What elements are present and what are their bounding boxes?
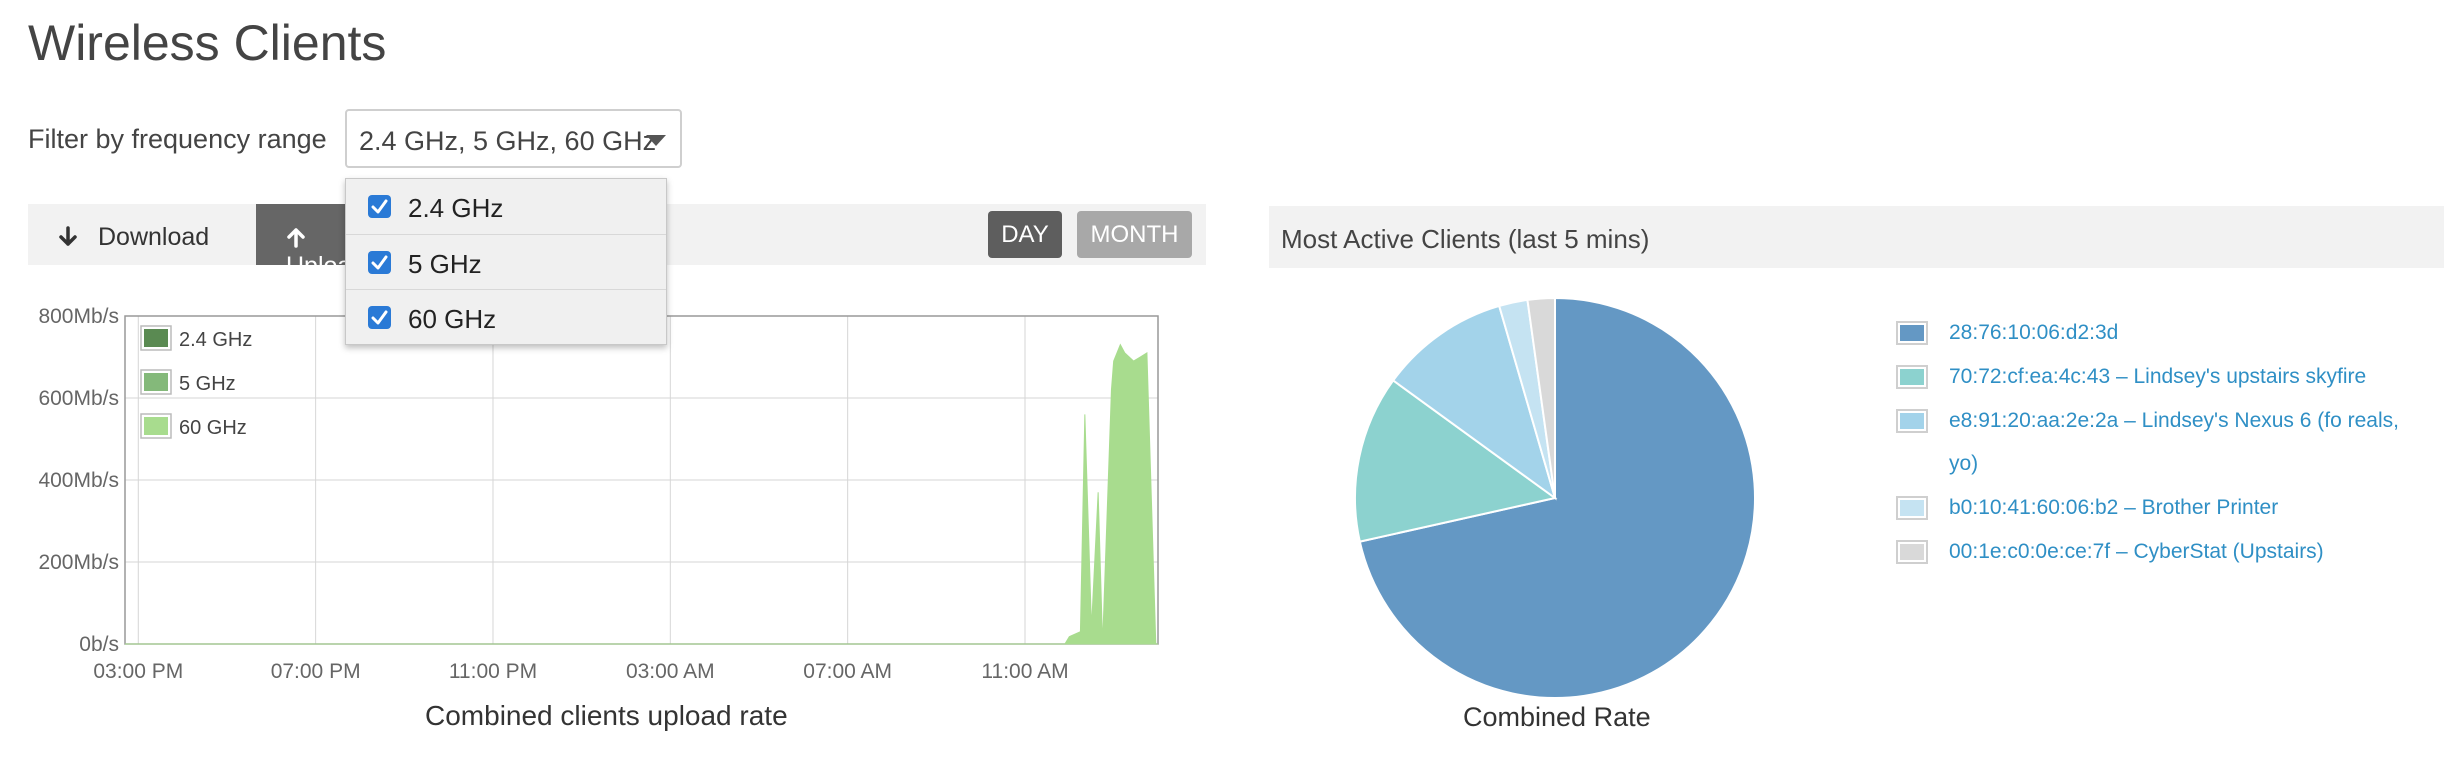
combined-rate-pie-chart xyxy=(1354,296,1756,699)
pie-slice-0[interactable] xyxy=(1358,296,1756,699)
chart-caption: Combined clients upload rate xyxy=(425,700,788,731)
x-tick-label: 03:00 AM xyxy=(626,660,715,683)
legend-swatch xyxy=(1896,409,1928,433)
option-label: 60 GHz xyxy=(408,304,497,334)
pie-legend-item[interactable]: b0:10:41:60:06:b2 – Brother Printer xyxy=(1896,486,2417,529)
most-active-header: Most Active Clients (last 5 mins) xyxy=(1269,206,2444,268)
x-tick-label: 07:00 PM xyxy=(271,660,361,683)
y-tick-label: 0b/s xyxy=(79,633,119,656)
x-tick-label: 11:00 AM xyxy=(981,660,1068,683)
option-2-4-ghz[interactable]: 2.4 GHz xyxy=(346,179,666,233)
legend-swatch xyxy=(1896,540,1928,564)
arrow-up-icon xyxy=(287,228,305,248)
filter-label: Filter by frequency range xyxy=(28,124,327,154)
pie-legend-label[interactable]: b0:10:41:60:06:b2 – Brother Printer xyxy=(1949,496,2279,519)
chevron-down-icon[interactable] xyxy=(646,135,666,146)
legend-swatch xyxy=(1896,321,1928,345)
upload-rate-chart: 03:00 PM 07:00 PM 11:00 PM 03:00 AM 07:00 AM… xyxy=(38,305,1159,683)
pie-slice-1[interactable] xyxy=(1354,379,1558,543)
checkbox-checked-icon[interactable] xyxy=(368,306,391,329)
day-button[interactable]: DAY xyxy=(988,211,1062,258)
x-tick-label: 03:00 PM xyxy=(93,660,183,683)
checkbox-checked-icon[interactable] xyxy=(368,251,391,274)
series-area-2 xyxy=(125,343,1158,645)
option-5-ghz[interactable]: 5 GHz xyxy=(346,234,666,288)
legend-swatch xyxy=(1896,496,1928,520)
pie-caption: Combined Rate xyxy=(1463,702,1651,732)
pie-legend-item[interactable]: 00:1e:c0:0e:ce:7f – CyberStat (Upstairs) xyxy=(1896,530,2417,573)
pie-legend-item[interactable]: 70:72:cf:ea:4c:43 – Lindsey's upstairs s… xyxy=(1896,355,2417,398)
month-button[interactable]: MONTH xyxy=(1077,211,1192,258)
arrow-down-icon xyxy=(59,226,77,246)
frequency-dropdown-menu: 2.4 GHz 5 GHz 60 GHz xyxy=(345,178,667,345)
pie-legend-item[interactable]: 28:76:10:06:d2:3d xyxy=(1896,311,2417,354)
y-tick-label: 800Mb/s xyxy=(38,305,119,328)
pie-legend-label[interactable]: e8:91:20:aa:2e:2a – Lindsey's Nexus 6 (f… xyxy=(1949,409,2399,475)
legend-swatch xyxy=(144,329,168,347)
frequency-filter-select[interactable]: 2.4 GHz, 5 GHz, 60 GHz xyxy=(345,109,682,168)
x-tick-label: 07:00 AM xyxy=(803,660,892,683)
legend-swatch xyxy=(1896,365,1928,389)
legend-label: 60 GHz xyxy=(179,417,247,439)
most-active-title: Most Active Clients (last 5 mins) xyxy=(1281,224,1650,254)
pie-legend-label[interactable]: 70:72:cf:ea:4c:43 – Lindsey's upstairs s… xyxy=(1949,365,2367,388)
option-label: 5 GHz xyxy=(408,249,482,279)
option-60-ghz[interactable]: 60 GHz xyxy=(346,289,666,343)
legend-swatch xyxy=(144,373,168,391)
option-label: 2.4 GHz xyxy=(408,193,504,223)
pie-legend-label[interactable]: 28:76:10:06:d2:3d xyxy=(1949,321,2119,344)
y-tick-label: 400Mb/s xyxy=(38,469,119,492)
tab-download-label: Download xyxy=(98,223,210,251)
checkbox-checked-icon[interactable] xyxy=(368,195,391,218)
legend-label: 5 GHz xyxy=(179,373,236,395)
x-tick-label: 11:00 PM xyxy=(449,660,537,683)
pie-legend-label[interactable]: 00:1e:c0:0e:ce:7f – CyberStat (Upstairs) xyxy=(1949,540,2324,563)
filter-selected-value: 2.4 GHz, 5 GHz, 60 GHz xyxy=(359,126,657,156)
y-tick-label: 600Mb/s xyxy=(38,387,119,410)
legend-swatch xyxy=(144,417,168,435)
pie-slice-4[interactable] xyxy=(1526,296,1556,499)
tab-download[interactable]: Download xyxy=(28,204,256,265)
pie-slice-2[interactable] xyxy=(1391,304,1557,501)
legend-label: 2.4 GHz xyxy=(179,329,252,351)
y-tick-label: 200Mb/s xyxy=(38,551,119,574)
page-title: Wireless Clients xyxy=(28,15,387,71)
pie-legend-item[interactable]: e8:91:20:aa:2e:2a – Lindsey's Nexus 6 (f… xyxy=(1896,399,2417,485)
